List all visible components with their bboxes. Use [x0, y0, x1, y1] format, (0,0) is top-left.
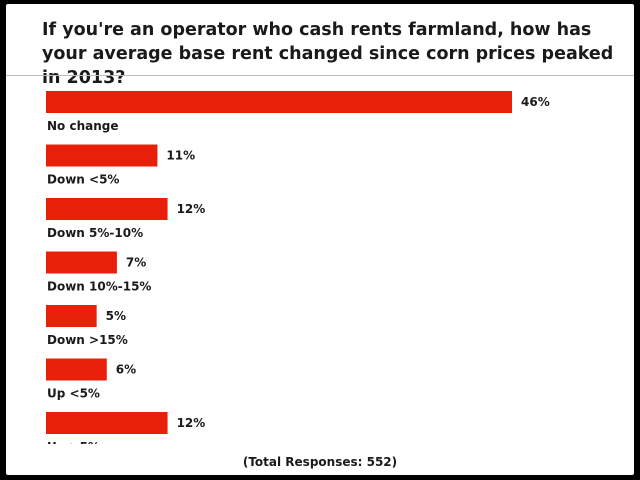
value-label-up-5: 6% [116, 363, 136, 377]
value-label-no-change: 46% [521, 95, 550, 109]
bar-down-5 [46, 144, 158, 167]
category-label-down-15: Down >15% [47, 333, 128, 347]
category-label-down-5: Down <5% [47, 173, 119, 187]
value-label-down-5-10: 12% [177, 202, 206, 216]
category-label-up-5: Up >5% [47, 440, 100, 444]
chart-frame: If you're an operator who cash rents far… [6, 4, 634, 475]
value-label-down-15: 5% [106, 309, 126, 323]
bar-no-change [46, 91, 512, 113]
bar-up-5 [46, 358, 107, 381]
category-label-up-5: Up <5% [47, 387, 100, 401]
category-label-no-change: No change [47, 119, 119, 133]
bar-down-10-15 [46, 251, 117, 274]
title-divider [6, 75, 634, 76]
bar-up-5 [46, 412, 168, 434]
bar-chart: 46% No change 11% Down <5% 12% Down 5%-10% 7% D… [46, 91, 550, 444]
value-label-up-5: 12% [177, 416, 206, 430]
chart-title: If you're an operator who cash rents far… [42, 20, 614, 88]
bar-down-5-10 [46, 198, 168, 220]
category-label-down-10-15: Down 10%-15% [47, 280, 151, 294]
total-responses-note: (Total Responses: 552) [242, 455, 398, 469]
bar-down-15 [46, 305, 97, 327]
value-label-down-10-15: 7% [126, 256, 146, 270]
category-label-down-5-10: Down 5%-10% [47, 226, 143, 240]
value-label-down-5: 11% [166, 149, 195, 163]
